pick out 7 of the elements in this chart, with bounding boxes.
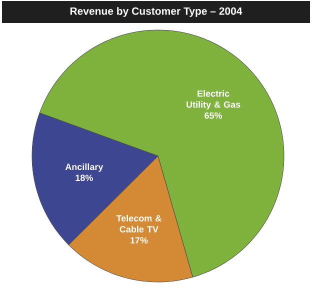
data-label: 65% [204, 112, 222, 119]
data-label: 18% [76, 174, 93, 182]
data-label: 17% [130, 237, 148, 244]
slice-label: Telecom & Cable TV [116, 214, 162, 232]
chart-title: Revenue by Customer Type – 2004 [70, 7, 242, 17]
slice-label: Electric Utility & Gas [186, 90, 240, 110]
slice-label: Ancillary [65, 163, 104, 172]
